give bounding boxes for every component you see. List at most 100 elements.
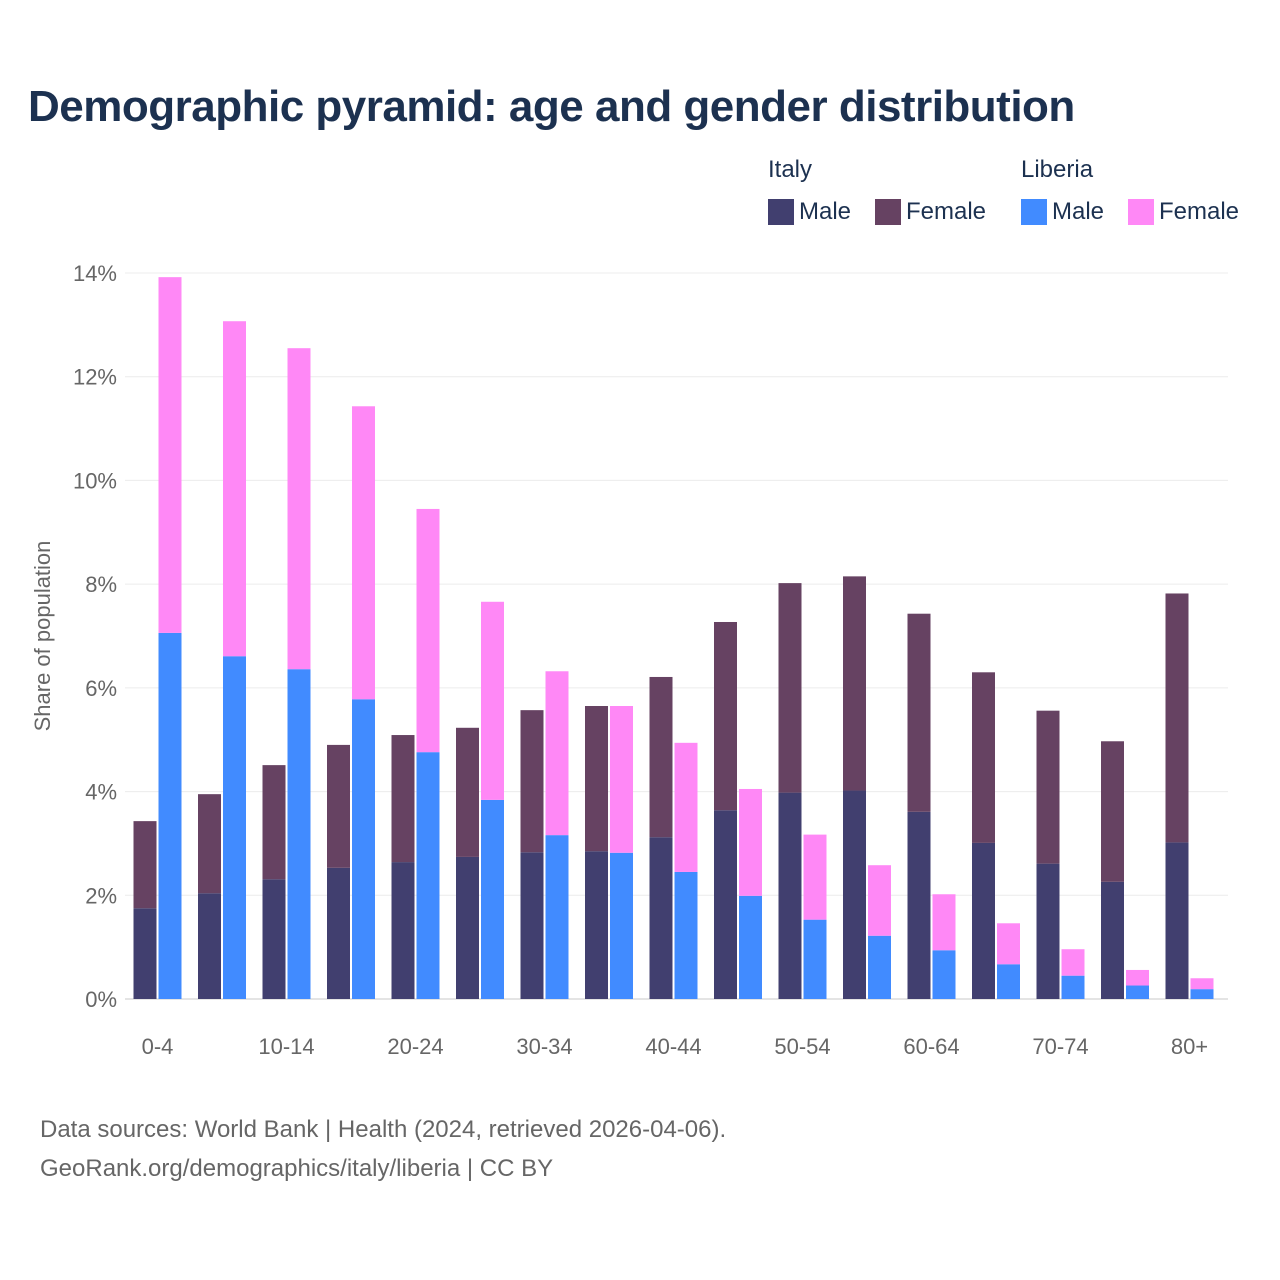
x-tick-label: 50-54	[774, 1034, 830, 1059]
bar-liberia-female	[481, 601, 504, 800]
bar-liberia-male	[674, 871, 698, 999]
bar-group	[133, 277, 182, 999]
bar-italy-male	[456, 856, 479, 999]
bar-italy-male	[327, 867, 350, 999]
bar-group	[972, 672, 1020, 999]
bar-group	[198, 321, 246, 999]
bar-italy-female	[649, 676, 673, 838]
bar-italy-male	[133, 908, 157, 999]
bar-italy-female	[391, 735, 415, 863]
bar-group	[327, 406, 375, 999]
y-tick-label: 8%	[85, 572, 117, 597]
bar-italy-female	[907, 613, 931, 812]
bar-liberia-female	[674, 742, 698, 872]
bar-liberia-female	[158, 277, 182, 633]
bar-liberia-female	[1190, 978, 1214, 990]
legend-swatch	[1021, 199, 1047, 225]
bar-italy-male	[585, 851, 608, 999]
legend-italy-male[interactable]: Male	[768, 198, 851, 226]
bar-group	[1165, 593, 1214, 999]
bar-italy-male	[649, 837, 673, 999]
bar-group	[843, 576, 891, 999]
bar-italy-female	[1165, 593, 1189, 843]
bar-italy-male	[843, 790, 866, 999]
x-tick-label: 30-34	[516, 1034, 572, 1059]
bar-italy-male	[1101, 881, 1124, 999]
bar-liberia-female	[932, 894, 956, 951]
bar-liberia-male	[158, 632, 182, 999]
bar-liberia-female	[352, 406, 375, 700]
bar-liberia-male	[610, 852, 633, 999]
x-tick-label: 20-24	[387, 1034, 443, 1059]
bar-group	[1036, 710, 1085, 999]
chart-title: Demographic pyramid: age and gender dist…	[28, 82, 1075, 131]
legend-swatch	[875, 199, 901, 225]
bar-liberia-male	[1190, 989, 1214, 999]
legend-label: Male	[1052, 198, 1105, 225]
bar-liberia-female	[803, 834, 827, 920]
bar-liberia-male	[1061, 975, 1085, 999]
bar-italy-female	[714, 621, 737, 811]
y-tick-label: 12%	[73, 365, 117, 390]
bar-italy-female	[198, 794, 221, 894]
y-tick-label: 4%	[85, 780, 117, 805]
bar-liberia-female	[545, 671, 569, 836]
bar-italy-female	[1101, 741, 1124, 882]
bar-group	[391, 508, 440, 999]
bar-italy-female	[1036, 710, 1060, 864]
bar-group	[456, 601, 504, 999]
y-axis-label: Share of population	[30, 541, 55, 732]
legend-liberia-female[interactable]: Female	[1128, 198, 1239, 226]
y-tick-label: 2%	[85, 883, 117, 908]
bar-liberia-male	[287, 669, 311, 999]
y-tick-label: 0%	[85, 987, 117, 1012]
footer-credit: GeoRank.org/demographics/italy/liberia |…	[40, 1155, 554, 1182]
bar-italy-female	[327, 744, 350, 868]
x-tick-label: 70-74	[1032, 1034, 1088, 1059]
bar-group	[714, 621, 762, 999]
x-tick-label: 0-4	[142, 1034, 174, 1059]
bar-liberia-male	[739, 895, 762, 999]
bar-liberia-male	[352, 699, 375, 999]
legend-swatch	[768, 199, 794, 225]
bar-italy-female	[972, 672, 995, 843]
bar-liberia-female	[997, 923, 1020, 965]
footer-source: Data sources: World Bank | Health (2024,…	[40, 1116, 727, 1143]
bar-italy-male	[391, 862, 415, 999]
legend-group-liberia: Liberia	[1021, 156, 1094, 183]
x-tick-label: 80+	[1171, 1034, 1208, 1059]
legend-label: Female	[1159, 198, 1240, 225]
bar-group	[262, 348, 311, 999]
bar-italy-male	[714, 810, 737, 999]
bar-italy-female	[133, 821, 157, 909]
bar-liberia-female	[868, 865, 891, 936]
bar-liberia-female	[739, 788, 762, 896]
bar-italy-male	[198, 893, 221, 999]
x-tick-label: 60-64	[903, 1034, 959, 1059]
bar-liberia-male	[932, 950, 956, 999]
legend-swatch	[1128, 199, 1154, 225]
x-tick-label: 10-14	[258, 1034, 314, 1059]
bar-italy-female	[778, 583, 802, 793]
bar-liberia-male	[803, 919, 827, 999]
chart-plot: 0% 2% 4% 6% 8% 10% 12% 14% 0-4 10-14 20-24 30-34 40…	[30, 261, 1228, 1059]
bar-group	[778, 583, 827, 999]
bar-italy-female	[585, 706, 608, 852]
legend-italy-female[interactable]: Female	[875, 198, 986, 226]
bar-italy-male	[520, 852, 544, 999]
bar-group	[1101, 741, 1149, 999]
legend-group-italy: Italy	[768, 156, 813, 183]
y-tick-label: 14%	[73, 261, 117, 286]
bar-italy-female	[262, 765, 286, 880]
bar-liberia-male	[481, 799, 504, 999]
bar-italy-male	[1165, 842, 1189, 999]
bar-italy-male	[1036, 863, 1060, 999]
bar-group	[520, 671, 569, 999]
bar-liberia-male	[223, 656, 246, 999]
x-tick-label: 40-44	[645, 1034, 701, 1059]
y-tick-label: 10%	[73, 468, 117, 493]
bar-group	[907, 613, 956, 999]
bar-liberia-male	[868, 935, 891, 999]
bar-italy-female	[520, 710, 544, 853]
legend-liberia-male[interactable]: Male	[1021, 198, 1104, 226]
